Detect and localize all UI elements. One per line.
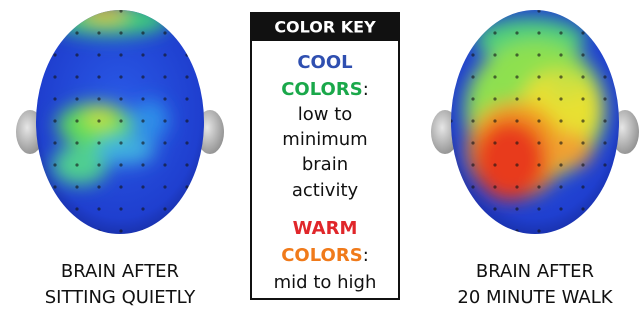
cool-colors-word: COLORS bbox=[281, 79, 362, 100]
colon: : bbox=[363, 79, 369, 100]
description: brain bbox=[302, 154, 348, 175]
cool-label: COOL bbox=[297, 52, 352, 73]
description: activity bbox=[292, 180, 359, 201]
description: low to bbox=[298, 104, 353, 125]
caption: 20 MINUTE WALK bbox=[457, 287, 613, 308]
caption: SITTING QUIETLY bbox=[45, 287, 197, 308]
caption: BRAIN AFTER bbox=[476, 261, 594, 282]
brain-sitting bbox=[16, 4, 224, 234]
warm-colors: COLORS: bbox=[281, 245, 369, 266]
warm-colors-word: COLORS bbox=[281, 245, 362, 266]
infographic: BRAIN AFTER SITTING QUIETLY BRAIN AFTER … bbox=[0, 0, 644, 310]
colon: : bbox=[363, 245, 369, 266]
color-key: COLOR KEY COOL COLORS: low to minimum br… bbox=[251, 13, 399, 299]
key-title: COLOR KEY bbox=[274, 18, 376, 37]
electrode-dots bbox=[36, 10, 204, 234]
cool-colors: COLORS: bbox=[281, 79, 369, 100]
brain-walk bbox=[431, 10, 639, 234]
description: mid to high bbox=[274, 272, 377, 293]
electrode-dots bbox=[451, 10, 619, 234]
caption: BRAIN AFTER bbox=[61, 261, 179, 282]
description: minimum bbox=[282, 129, 367, 150]
warm-label: WARM bbox=[293, 218, 358, 239]
